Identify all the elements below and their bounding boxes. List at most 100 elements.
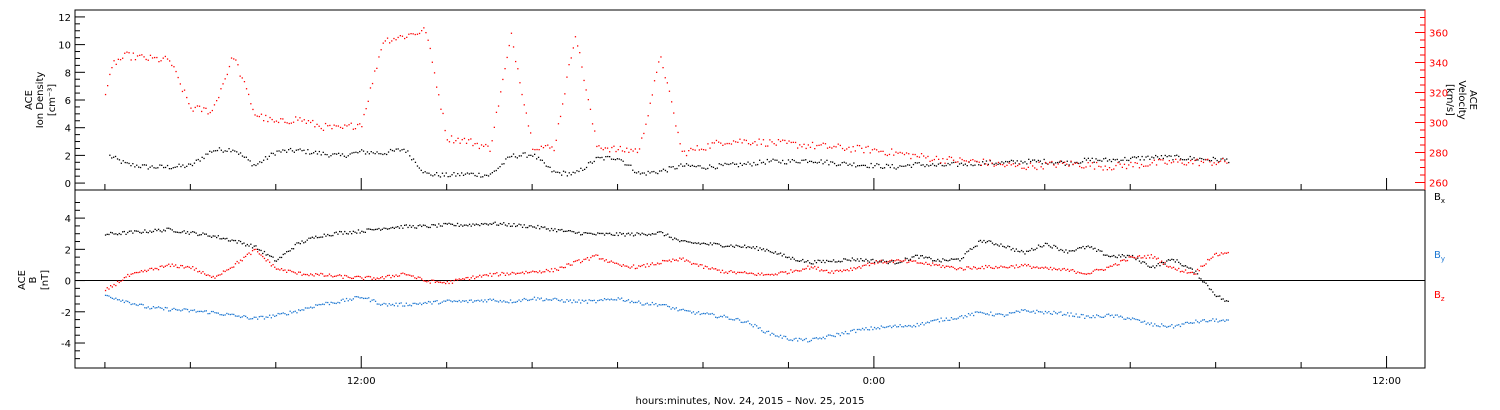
b-x-point [402, 227, 404, 229]
density-point [1214, 157, 1216, 160]
b-x-point [426, 226, 428, 228]
b-y-point [838, 333, 840, 335]
density-point [324, 153, 326, 156]
b-x-point [779, 252, 782, 254]
top-ylabel-line1: ACE [24, 90, 35, 110]
b-x-point [691, 242, 693, 244]
b-z-point [185, 266, 187, 268]
b-x-point [668, 236, 671, 238]
velocity-point [126, 51, 128, 53]
b-x-point [1212, 291, 1214, 293]
x-axis-label: hours:minutes, Nov. 24, 2015 – Nov. 25, … [636, 396, 865, 407]
density-point [1005, 160, 1007, 163]
velocity-point [805, 147, 807, 150]
density-point [1110, 160, 1113, 163]
b-y-point [1133, 318, 1135, 320]
b-x-point [908, 259, 910, 261]
density-point [1028, 158, 1030, 160]
density-point [818, 161, 820, 163]
density-point [776, 159, 778, 161]
b-z-point [1215, 252, 1217, 254]
density-point [983, 163, 986, 165]
b-x-point [699, 243, 701, 245]
b-z-point [142, 271, 144, 273]
density-point [382, 153, 384, 156]
b-z-point [1024, 263, 1026, 265]
velocity-point [976, 160, 978, 163]
b-x-point [1065, 249, 1067, 251]
b-y-point [520, 300, 522, 303]
velocity-point [1087, 162, 1089, 164]
density-point [628, 164, 630, 166]
velocity-point [811, 141, 814, 144]
density-point [910, 166, 913, 168]
density-point [1170, 155, 1172, 157]
b-x-point [783, 253, 785, 255]
b-x-point [332, 234, 334, 237]
b-z-point [190, 267, 192, 270]
b-y-point [509, 299, 512, 301]
b-z-point [205, 274, 207, 276]
b-x-point [1002, 245, 1004, 247]
velocity-point [741, 142, 743, 144]
velocity-point [754, 141, 756, 143]
density-point [299, 148, 301, 150]
b-z-point [653, 264, 655, 266]
b-z-point [474, 278, 476, 280]
velocity-point [280, 118, 282, 120]
density-point [862, 164, 865, 166]
top-right-ytick-label: 300 [1429, 119, 1448, 130]
velocity-point [1029, 162, 1032, 164]
density-point [172, 167, 174, 169]
velocity-point [863, 152, 865, 154]
velocity-point [858, 145, 861, 147]
b-x-point [315, 235, 317, 237]
b-x-point [400, 225, 402, 227]
b-y-point [484, 299, 486, 301]
b-x-point [1191, 268, 1193, 270]
b-x-point [609, 232, 611, 234]
b-x-point [1159, 265, 1161, 267]
velocity-point [594, 130, 596, 132]
density-point [639, 173, 642, 175]
b-x-point [841, 260, 843, 263]
density-point [620, 159, 622, 161]
b-x-point [706, 243, 708, 245]
top-ytick-label: 8 [65, 68, 71, 79]
b-y-point [591, 300, 594, 302]
b-y-point [868, 329, 871, 331]
b-z-point [1212, 256, 1214, 258]
b-y-point [351, 299, 353, 301]
b-x-point [1029, 249, 1031, 252]
velocity-point [786, 142, 788, 144]
b-x-point [144, 229, 146, 231]
b-z-point [532, 270, 534, 272]
b-x-point [834, 261, 836, 263]
b-z-point [638, 265, 640, 267]
b-y-point [1063, 313, 1065, 316]
b-z-point [643, 264, 645, 266]
b-y-point [325, 301, 327, 304]
b-y-point [955, 318, 958, 320]
b-y-point [832, 335, 835, 337]
b-y-point [1101, 316, 1103, 318]
b-z-point [279, 269, 281, 271]
b-y-point [265, 316, 267, 318]
b-z-point [204, 273, 206, 275]
velocity-point [722, 144, 724, 146]
b-y-point [280, 312, 283, 315]
density-point [253, 164, 255, 166]
b-y-point [682, 308, 684, 310]
density-point [461, 172, 463, 174]
density-point [120, 162, 122, 164]
b-x-point [316, 237, 319, 239]
b-x-point [580, 234, 582, 236]
b-y-point [810, 339, 812, 342]
b-z-point [207, 274, 209, 276]
b-z-point [421, 278, 423, 280]
b-x-point [1188, 267, 1190, 269]
density-point [1156, 156, 1159, 158]
density-point [399, 150, 401, 152]
b-y-point [723, 314, 725, 316]
b-y-point [1043, 313, 1045, 315]
